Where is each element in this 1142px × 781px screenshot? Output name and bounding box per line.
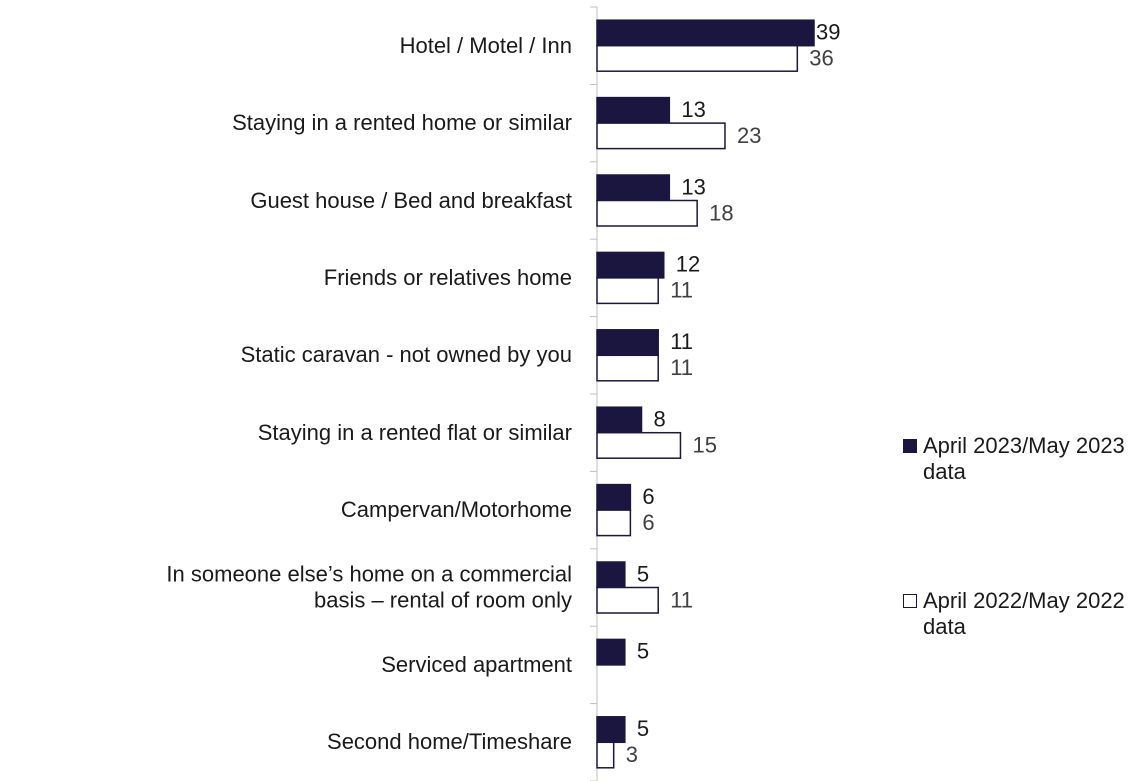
bar (596, 44, 799, 72)
category-label: Friends or relatives home (323, 264, 572, 290)
legend-item: April 2023/May 2023 data (903, 433, 1138, 486)
data-label: 11 (670, 278, 693, 303)
legend-swatch (903, 439, 917, 453)
bar (596, 406, 643, 434)
bar (596, 19, 815, 47)
category-label: Staying in a rented home or similar (232, 109, 572, 135)
category-label: Campervan/Motorhome (340, 496, 572, 522)
bar (596, 277, 659, 305)
data-label: 13 (681, 174, 705, 199)
bar (596, 251, 665, 279)
category-label: Staying in a rented flat or similar (257, 419, 572, 445)
data-label: 12 (676, 252, 700, 277)
bar (596, 741, 615, 769)
data-label: 18 (709, 200, 733, 225)
bar (596, 199, 698, 227)
bar (596, 483, 632, 511)
bar (596, 122, 726, 150)
data-label: 5 (637, 716, 649, 741)
data-label: 23 (737, 123, 761, 148)
data-label: 11 (670, 587, 693, 612)
legend-label: April 2023/May 2023 data (923, 433, 1125, 485)
data-label: 11 (670, 329, 693, 354)
data-label: 36 (809, 46, 833, 71)
data-label: 6 (642, 510, 654, 535)
data-label: 13 (681, 97, 705, 122)
bar (596, 638, 626, 666)
category-label: Serviced apartment (381, 651, 572, 677)
bar (596, 509, 632, 537)
data-label: 6 (642, 484, 654, 509)
category-label: Hotel / Motel / Inn (399, 32, 572, 58)
category-label: Guest house / Bed and breakfast (250, 187, 572, 213)
bar (596, 329, 659, 357)
data-label: 8 (654, 407, 666, 432)
data-label: 39 (816, 20, 840, 45)
bar (596, 586, 659, 614)
legend-label: April 2022/May 2022 data (923, 588, 1125, 640)
bar (596, 174, 671, 202)
data-label: 3 (626, 742, 638, 767)
category-label: In someone else’s home on a commercial b… (166, 561, 572, 613)
data-label: 15 (692, 433, 716, 458)
category-label: Static caravan - not owned by you (240, 342, 572, 368)
bar (596, 561, 626, 589)
data-label: 11 (670, 355, 693, 380)
bar (596, 716, 626, 744)
bar (596, 354, 659, 382)
data-label: 5 (637, 561, 649, 586)
legend-item: April 2022/May 2022 data (903, 588, 1138, 641)
bar (596, 431, 682, 459)
category-label: Second home/Timeshare (327, 729, 572, 755)
legend-swatch (903, 594, 917, 608)
bar (596, 96, 671, 124)
data-label: 5 (637, 639, 649, 664)
